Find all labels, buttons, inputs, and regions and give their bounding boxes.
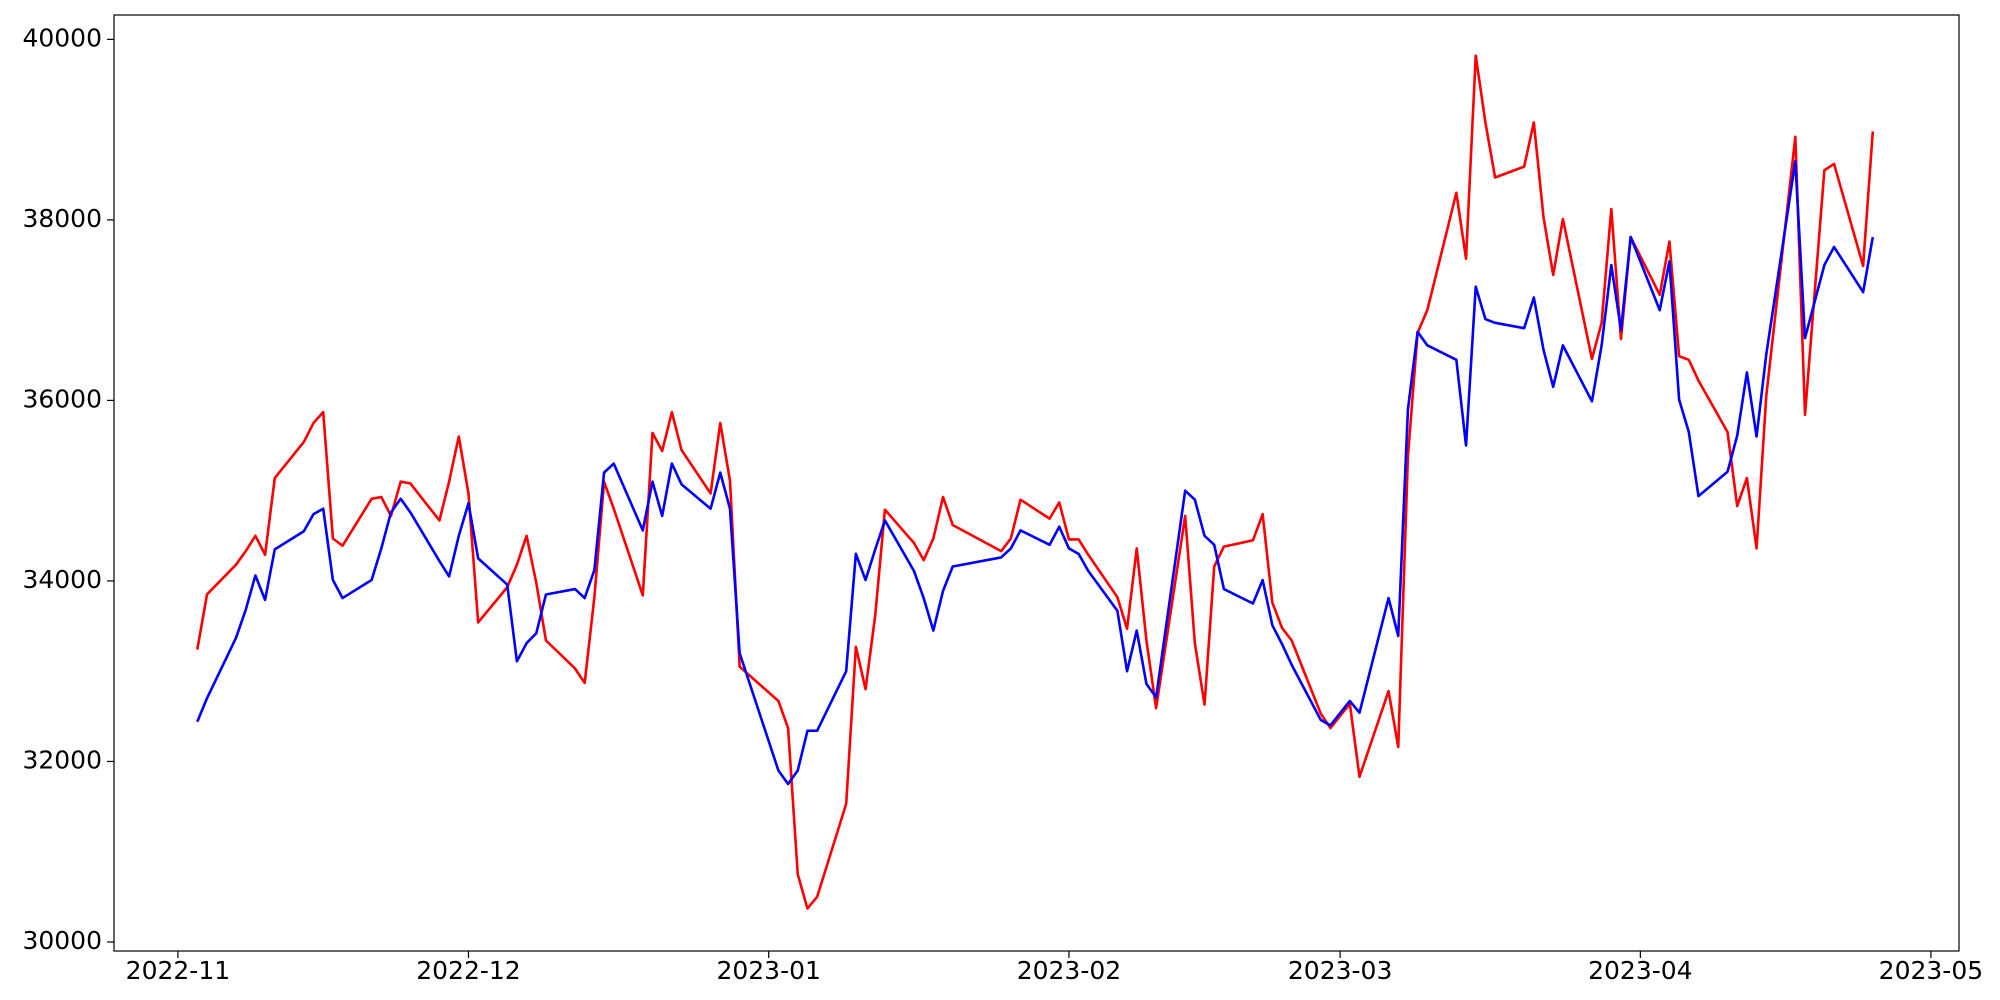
y-tick-label: 30000 <box>22 926 102 955</box>
y-tick-label: 40000 <box>22 23 102 52</box>
x-tick-label: 2022-12 <box>416 956 520 985</box>
x-tick-label: 2023-05 <box>1879 956 1983 985</box>
series-line <box>196 54 1875 910</box>
x-tick-label: 2023-01 <box>716 956 820 985</box>
x-tick-label: 2023-03 <box>1288 956 1392 985</box>
x-tick-label: 2022-11 <box>126 956 230 985</box>
x-tick-label: 2023-04 <box>1588 956 1692 985</box>
y-tick-label: 36000 <box>22 384 102 413</box>
plot-frame <box>113 14 1960 952</box>
y-tick-label: 32000 <box>22 745 102 774</box>
x-tick-label: 2023-02 <box>1017 956 1121 985</box>
y-tick-label: 38000 <box>22 204 102 233</box>
y-tick-label: 34000 <box>22 565 102 594</box>
series-line <box>196 159 1875 786</box>
